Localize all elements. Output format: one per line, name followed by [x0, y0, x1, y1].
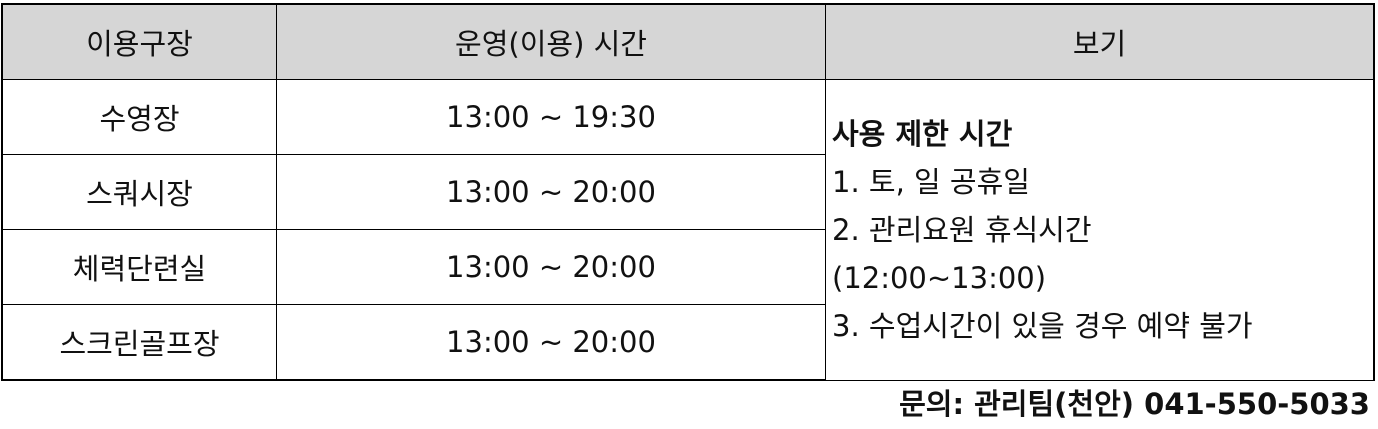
operating-hours: 13:00 ~ 20:00	[276, 229, 826, 305]
table-row: 스크린골프장 13:00 ~ 20:00	[1, 304, 1374, 381]
operating-hours: 13:00 ~ 20:00	[276, 304, 826, 381]
header-facility: 이용구장	[1, 3, 277, 80]
restriction-line: 3. 수업시간이 있을 경우 예약 불가	[832, 308, 1253, 343]
contact-info: 문의: 관리팀(천안) 041-550-5033	[899, 387, 1370, 421]
header-hours: 운영(이용) 시간	[276, 3, 826, 80]
restriction-line: 2. 관리요원 휴식시간	[832, 212, 1092, 247]
restriction-title: 사용 제한 시간	[832, 116, 1013, 151]
facility-schedule-table: 이용구장 운영(이용) 시간 보기 수영장 13:00 ~ 19:30 사용 제…	[1, 3, 1375, 381]
header-view: 보기	[825, 3, 1375, 80]
table-header-row: 이용구장 운영(이용) 시간 보기	[1, 3, 1375, 80]
table-row: 스쿼시장 13:00 ~ 20:00	[1, 154, 1374, 230]
restriction-line: 1. 토, 일 공휴일	[832, 164, 1030, 199]
restriction-notes: 사용 제한 시간 1. 토, 일 공휴일 2. 관리요원 휴식시간 (12:00…	[825, 79, 1375, 381]
facility-name: 수영장	[1, 79, 277, 155]
facility-name: 체력단련실	[1, 229, 277, 305]
table-row: 수영장 13:00 ~ 19:30 사용 제한 시간 1. 토, 일 공휴일 2…	[1, 79, 1375, 381]
facility-name: 스쿼시장	[1, 154, 277, 230]
operating-hours: 13:00 ~ 19:30	[276, 79, 826, 155]
facility-name: 스크린골프장	[1, 304, 277, 381]
table-row: 체력단련실 13:00 ~ 20:00	[1, 229, 1374, 305]
restriction-line: (12:00~13:00)	[832, 260, 1047, 295]
operating-hours: 13:00 ~ 20:00	[276, 154, 826, 230]
